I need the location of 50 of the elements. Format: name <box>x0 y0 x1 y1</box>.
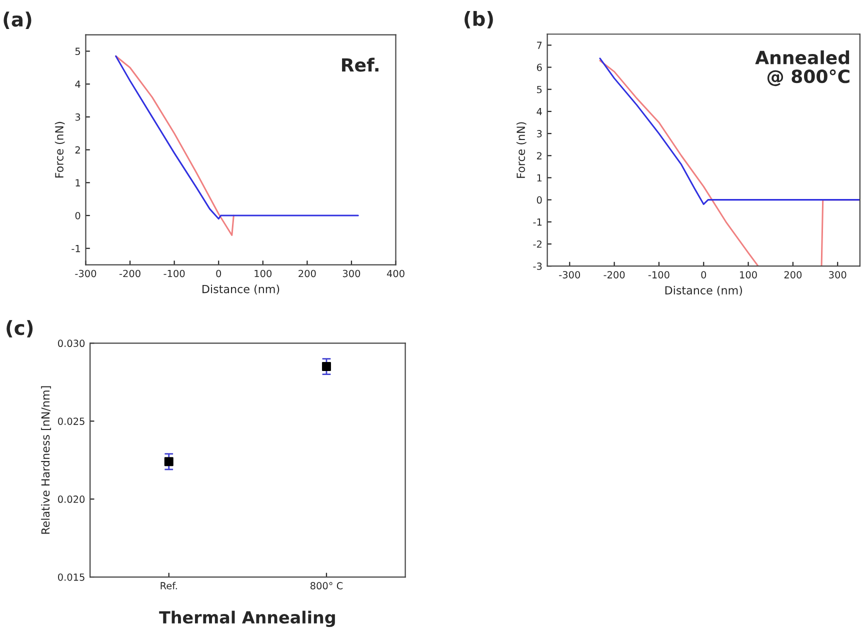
y-tick-label: 1 <box>76 179 80 186</box>
x-tick-label: -100 <box>648 271 670 278</box>
y-tick-label: 0 <box>75 212 80 220</box>
x-tick-label: 0 <box>216 270 222 278</box>
x-tick-label: 400 <box>386 270 404 278</box>
y-tick-label: 5 <box>75 48 80 56</box>
chart-title: (a) <box>4 12 32 29</box>
x-tick-label: 200 <box>298 270 316 278</box>
line-series <box>115 55 234 236</box>
annotation: Annealed @ 800°C <box>755 50 850 86</box>
y-tick-label: 1 <box>537 174 542 182</box>
y-tick-label: 0.030 <box>58 340 85 348</box>
y-axis-title: Force (nN) <box>516 122 526 178</box>
x-tick-label: 100 <box>740 271 757 278</box>
y-axis-title: Relative Hardness [nN/nm] <box>41 386 51 534</box>
y-tick-label: -1 <box>72 244 80 252</box>
y-tick-label: 3 <box>537 130 542 138</box>
x-tick-label: -300 <box>559 271 580 278</box>
y-tick-label: 0 <box>536 196 542 204</box>
y-tick-label: 7 <box>537 42 542 49</box>
x-tick-label: -200 <box>119 270 140 278</box>
x-axis-title: Distance (nm) <box>665 286 742 296</box>
x-tick-label: 100 <box>254 270 272 278</box>
x-tick-label: -100 <box>164 270 185 278</box>
y-tick-label: 0.015 <box>58 573 84 581</box>
y-tick-label: 2 <box>536 152 542 160</box>
x-tick-label: 300 <box>829 271 846 278</box>
x-tick-label: -200 <box>604 271 625 278</box>
y-tick-label: 5 <box>537 86 542 94</box>
y-tick-label: 0.020 <box>58 496 85 503</box>
y-axis-title: Force (nN) <box>54 122 65 178</box>
annotation: Ref. <box>342 58 378 72</box>
y-tick-label: 4 <box>536 108 542 116</box>
y-tick-label: 6 <box>536 64 542 72</box>
x-tick-label: -300 <box>75 270 96 278</box>
x-axis-title: Thermal Annealing <box>159 610 335 627</box>
y-tick-label: -2 <box>533 240 542 248</box>
chart-title: (b) <box>464 11 493 28</box>
x-tick-label: 200 <box>784 271 802 278</box>
x-tick-label: 300 <box>342 270 360 278</box>
y-tick-label: 0.025 <box>58 418 84 425</box>
y-tick-label: 3 <box>75 113 80 121</box>
x-tick-label: 0 <box>701 271 706 278</box>
y-tick-label: -1 <box>533 218 542 226</box>
x-tick-label: 800° C <box>310 582 343 590</box>
y-tick-label: -3 <box>533 262 542 270</box>
x-axis-title: Distance (nm) <box>202 284 280 295</box>
chart-title: (c) <box>6 320 33 338</box>
y-tick-label: 4 <box>75 80 80 88</box>
y-tick-label: 2 <box>75 146 80 154</box>
